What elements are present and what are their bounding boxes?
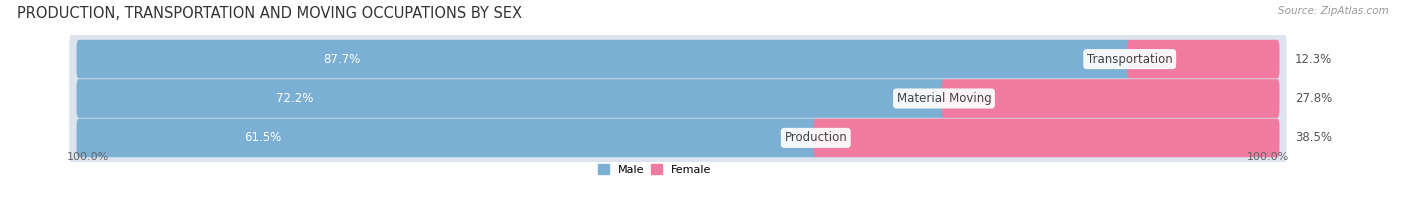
FancyBboxPatch shape [69,33,1286,86]
FancyBboxPatch shape [69,72,1286,125]
FancyBboxPatch shape [814,119,1279,157]
Text: 100.0%: 100.0% [67,151,110,162]
Text: 38.5%: 38.5% [1295,131,1331,144]
Text: 72.2%: 72.2% [277,92,314,105]
Text: 27.8%: 27.8% [1295,92,1333,105]
FancyBboxPatch shape [76,40,1132,78]
Text: Transportation: Transportation [1087,53,1173,66]
Text: Source: ZipAtlas.com: Source: ZipAtlas.com [1278,6,1389,16]
FancyBboxPatch shape [1128,40,1279,78]
Text: Material Moving: Material Moving [897,92,991,105]
FancyBboxPatch shape [76,119,818,157]
Legend: Male, Female: Male, Female [598,164,711,175]
FancyBboxPatch shape [69,111,1286,164]
FancyBboxPatch shape [942,79,1279,118]
Text: 12.3%: 12.3% [1295,53,1333,66]
Text: 61.5%: 61.5% [245,131,281,144]
Text: 100.0%: 100.0% [1247,151,1289,162]
Text: 87.7%: 87.7% [323,53,360,66]
FancyBboxPatch shape [76,79,946,118]
Text: Production: Production [785,131,848,144]
Text: PRODUCTION, TRANSPORTATION AND MOVING OCCUPATIONS BY SEX: PRODUCTION, TRANSPORTATION AND MOVING OC… [17,6,522,21]
